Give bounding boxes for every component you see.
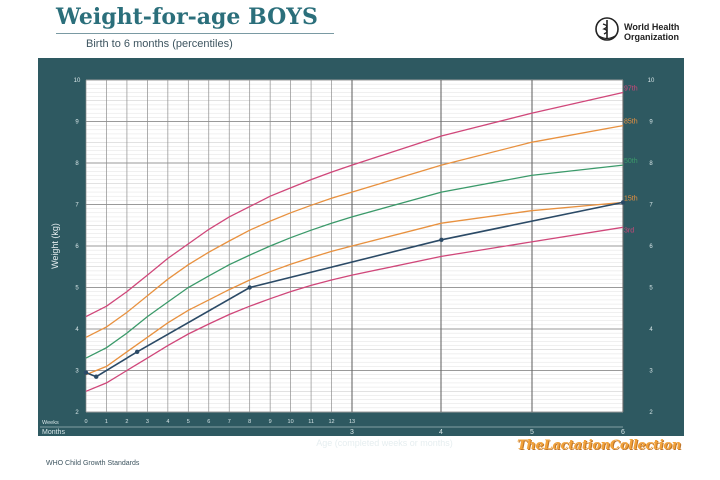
week-tick-label: 4 (166, 419, 169, 425)
week-tick-label: 7 (228, 419, 231, 425)
chart-subtitle: Birth to 6 months (percentiles) (86, 38, 233, 50)
y-tick-label: 10 (74, 78, 81, 84)
percentile-line-3rd (85, 226, 624, 392)
percentile-label-15th: 15th (624, 195, 638, 202)
child-weight-point (247, 285, 252, 290)
y-axis-label: Weight (kg) (50, 223, 60, 269)
percentile-line-15th (85, 201, 624, 376)
percentile-line-85th (85, 124, 624, 338)
y-tick-label-right: 8 (649, 161, 653, 167)
y-tick-label-right: 7 (649, 203, 653, 209)
y-tick-label-right: 2 (649, 410, 653, 416)
y-tick-label-right: 10 (648, 78, 655, 84)
weeks-axis-label: Weeks (42, 420, 59, 426)
week-tick-label: 5 (187, 419, 190, 425)
y-tick-label: 9 (75, 120, 79, 126)
month-tick-label: 3 (350, 429, 354, 436)
percentile-label-97th: 97th (624, 85, 638, 92)
week-tick-label: 2 (125, 419, 128, 425)
y-tick-label: 2 (75, 410, 79, 416)
child-weight-point (439, 237, 444, 242)
source-note: WHO Child Growth Standards (46, 460, 140, 467)
y-tick-label: 6 (75, 244, 79, 250)
y-tick-label: 3 (75, 369, 79, 375)
percentile-label-85th: 85th (624, 119, 638, 126)
y-tick-label-right: 9 (649, 120, 653, 126)
week-tick-label: 0 (84, 419, 87, 425)
month-tick-label: 4 (439, 429, 443, 436)
who-name-line1: World Health (624, 21, 680, 32)
y-tick-label-right: 3 (649, 369, 653, 375)
child-weight-point (620, 200, 626, 205)
who-logo: World Health Organization (594, 16, 679, 47)
y-tick-label: 7 (75, 203, 79, 209)
week-tick-label: 12 (328, 419, 334, 425)
week-tick-label: 8 (248, 419, 251, 425)
who-emblem-icon (594, 16, 620, 47)
percentile-line-97th (85, 91, 624, 318)
week-tick-label: 11 (308, 419, 314, 425)
child-weight-point (134, 349, 140, 355)
y-tick-label: 5 (75, 286, 79, 292)
month-tick-label: 5 (530, 429, 534, 436)
percentile-label-3rd: 3rd (624, 227, 634, 234)
percentile-label-50th: 50th (624, 158, 638, 165)
month-tick-label: 6 (621, 429, 625, 436)
week-tick-label: 10 (288, 419, 294, 425)
y-tick-label-right: 6 (649, 244, 653, 250)
percentile-line-50th (85, 164, 624, 359)
who-name-line2: Organization (624, 31, 680, 42)
week-tick-label: 9 (269, 419, 272, 425)
chart-title: Weight-for-age BOYS (56, 4, 318, 30)
brand-logo: TheLactationCollection (517, 438, 681, 453)
child-weight-point (94, 374, 99, 379)
week-tick-label: 1 (105, 419, 108, 425)
child-weight-point (83, 370, 89, 375)
y-tick-label-right: 4 (649, 327, 653, 333)
y-tick-label-right: 5 (649, 286, 653, 292)
y-tick-label: 8 (75, 161, 79, 167)
months-axis-label: Months (42, 429, 65, 436)
title-divider (56, 33, 334, 34)
x-axis-label: Age (completed weeks or months) (316, 438, 453, 448)
y-tick-label: 4 (75, 327, 79, 333)
week-tick-label: 3 (146, 419, 149, 425)
week-tick-label: 13 (349, 419, 355, 425)
week-tick-label: 6 (207, 419, 210, 425)
